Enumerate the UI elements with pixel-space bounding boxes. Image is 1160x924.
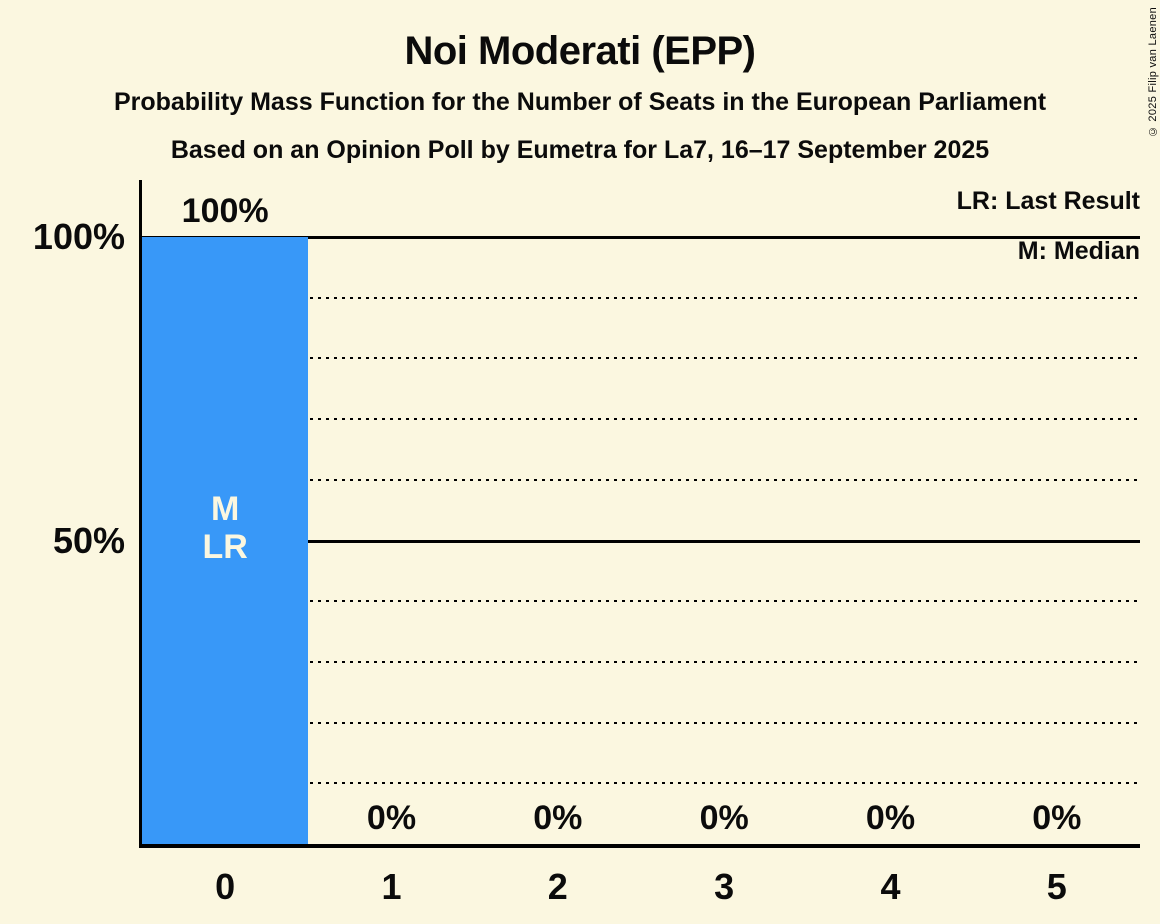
- bar-value-label-3: 0%: [699, 799, 749, 837]
- x-tick-label-1: 1: [381, 866, 402, 907]
- page-title: Noi Moderati (EPP): [404, 29, 756, 73]
- gridline-dotted-10: [142, 782, 1140, 785]
- x-tick-label-2: 2: [547, 866, 568, 907]
- y-tick-label-50: 50%: [52, 519, 125, 561]
- bar-value-label-5: 0%: [1032, 799, 1082, 837]
- bar-value-label-2: 0%: [533, 799, 583, 837]
- x-tick-label-5: 5: [1046, 866, 1067, 907]
- bar-annotation-line: LR: [202, 528, 248, 566]
- bar-annotation-line: M: [211, 490, 240, 528]
- gridline-solid-100: [142, 236, 1140, 239]
- gridline-dotted-40: [142, 600, 1140, 603]
- gridline-dotted-80: [142, 357, 1140, 360]
- bar-annotation-median-lastresult: M LR: [142, 490, 308, 566]
- bar-value-label-4: 0%: [865, 799, 916, 837]
- subtitle-line-1: Probability Mass Function for the Number…: [113, 88, 1047, 116]
- legend-last-result: LR: Last Result: [956, 187, 1140, 215]
- legend-median: M: Median: [1017, 237, 1140, 265]
- subtitle-line-2: Based on an Opinion Poll by Eumetra for …: [170, 136, 990, 164]
- x-tick-label-3: 3: [714, 866, 735, 907]
- plot-area: 100% 0% 0% 0% 0% 0% M LR: [139, 180, 1140, 848]
- gridline-dotted-90: [142, 296, 1140, 299]
- gridline-dotted-20: [142, 721, 1140, 724]
- bar-value-label-0: 100%: [181, 192, 269, 230]
- x-tick-label-4: 4: [880, 866, 901, 907]
- bar-seats-0: [142, 237, 309, 844]
- x-tick-label-0: 0: [215, 866, 236, 907]
- gridline-solid-50: [142, 539, 1140, 543]
- gridline-dotted-60: [142, 478, 1140, 481]
- gridline-dotted-30: [142, 660, 1140, 663]
- gridline-dotted-70: [142, 418, 1140, 421]
- plot-inner: 100% 0% 0% 0% 0% 0% M LR: [142, 180, 1140, 844]
- copyright-notice: © 2025 Filip van Laenen: [1147, 7, 1159, 138]
- bar-value-label-1: 0%: [366, 799, 417, 837]
- y-tick-label-100: 100%: [32, 216, 125, 257]
